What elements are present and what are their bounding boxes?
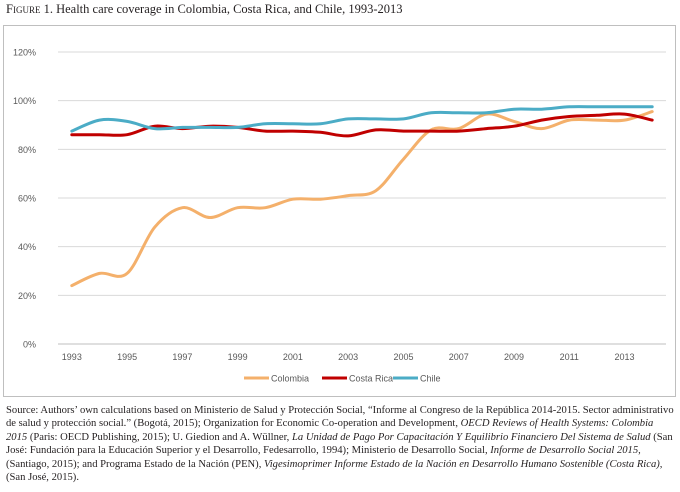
source-title-4: Vigesimoprimer Informe Estado de la Naci… xyxy=(264,458,663,470)
y-tick-label: 120% xyxy=(13,48,36,58)
legend-label-costa-rica: Costa Rica xyxy=(349,374,393,384)
y-tick-label: 60% xyxy=(18,194,36,204)
legend-label-chile: Chile xyxy=(420,374,441,384)
legend-label-colombia: Colombia xyxy=(271,374,309,384)
source-text-1: Source: Authors’ own calculations based … xyxy=(6,405,674,430)
source-text-2: (Paris: OECD Publishing, 2015); U. Giedi… xyxy=(27,431,292,443)
line-chart: 0% 20% 40% 60% 80% 100% 120% 1993 1995 1997 1999 2… xyxy=(13,48,666,384)
legend: Colombia Costa Rica Chile xyxy=(244,374,441,384)
source-note: Source: Authors’ own calculations based … xyxy=(6,404,676,484)
source-title-3: Informe de Desarrollo Social 2015, xyxy=(490,445,641,457)
gridlines xyxy=(58,51,666,345)
chart-frame: 0% 20% 40% 60% 80% 100% 120% 1993 1995 1997 1999 2… xyxy=(3,25,676,397)
x-tick-label: 2005 xyxy=(393,352,413,362)
x-tick-label: 2009 xyxy=(504,352,524,362)
x-tick-label: 2003 xyxy=(338,352,358,362)
y-tick-label: 20% xyxy=(18,291,36,301)
x-tick-label: 1999 xyxy=(228,352,248,362)
x-tick-label: 2013 xyxy=(615,352,635,362)
figure-title: Figure 1. Health care coverage in Colomb… xyxy=(6,2,403,17)
figure-label: Figure 1. xyxy=(6,2,53,16)
y-tick-label: 40% xyxy=(18,242,36,252)
series-line-colombia xyxy=(70,110,654,288)
y-tick-label: 0% xyxy=(23,340,36,350)
figure-title-text: Health care coverage in Colombia, Costa … xyxy=(56,2,403,16)
x-tick-label: 1993 xyxy=(62,352,82,362)
source-title-1: OECD Reviews of Health Systems: Colombia… xyxy=(6,418,654,443)
x-tick-label: 2011 xyxy=(560,352,579,362)
source-text-4: (Santiago, 2015); and Programa Estado de… xyxy=(6,458,265,470)
x-tick-label: 1995 xyxy=(117,352,137,362)
source-text-3: (San José: Fundación para la Educación S… xyxy=(6,431,673,457)
x-axis-ticks: 1993 1995 1997 1999 2001 2003 2005 2007 2009 2011… xyxy=(62,352,635,362)
series-line-chile xyxy=(70,105,654,133)
series-lines xyxy=(70,105,654,288)
source-text-5: (San José, 2015). xyxy=(6,472,79,484)
x-tick-label: 2001 xyxy=(283,352,303,362)
x-tick-label: 1997 xyxy=(172,352,192,362)
y-tick-label: 80% xyxy=(18,145,36,155)
x-tick-label: 2007 xyxy=(449,352,469,362)
y-axis-ticks: 0% 20% 40% 60% 80% 100% 120% xyxy=(13,48,36,350)
source-title-2: La Unidad de Pago Por Capacitación Y Equ… xyxy=(291,431,651,443)
y-tick-label: 100% xyxy=(13,96,36,106)
